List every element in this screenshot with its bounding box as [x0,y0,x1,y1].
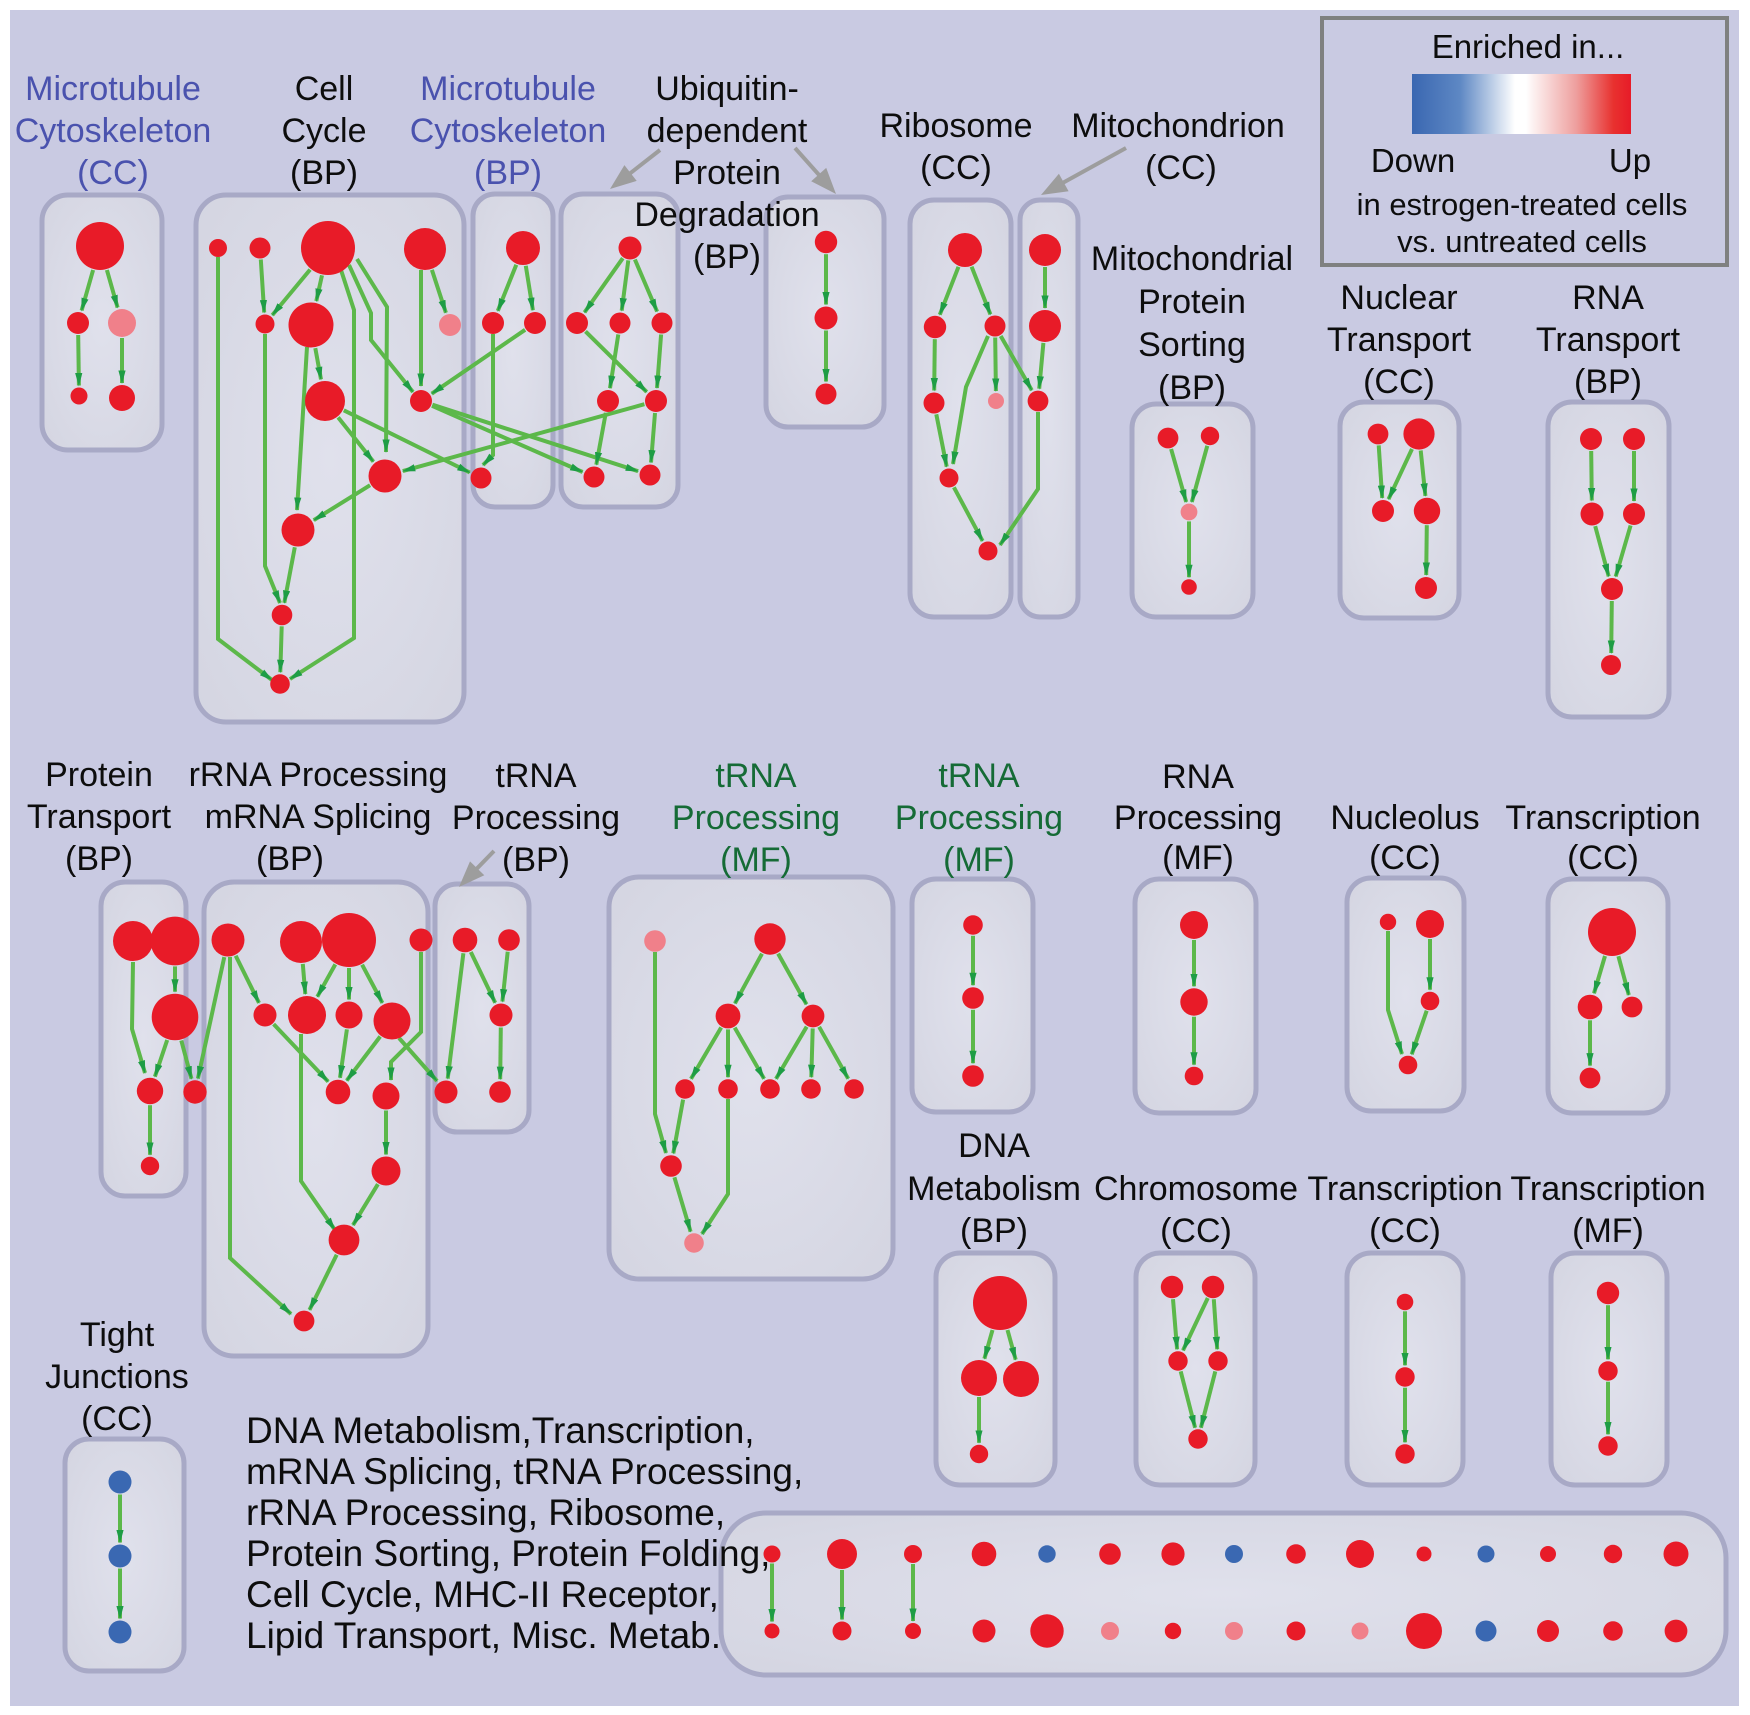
svg-text:(CC): (CC) [1363,363,1435,401]
svg-text:(MF): (MF) [1162,839,1234,877]
svg-text:(CC): (CC) [1145,149,1217,187]
svg-text:(BP): (BP) [1158,369,1226,407]
svg-text:Microtubule: Microtubule [25,70,201,108]
svg-text:Transcription: Transcription [1307,1170,1502,1208]
svg-text:(MF): (MF) [1572,1212,1644,1250]
svg-text:tRNA: tRNA [495,757,577,795]
svg-text:tRNA: tRNA [715,757,797,795]
svg-text:Junctions: Junctions [45,1358,189,1396]
svg-text:Processing: Processing [1114,799,1282,837]
svg-text:Transport: Transport [27,798,172,836]
svg-text:(CC): (CC) [1567,839,1639,877]
svg-text:Cell: Cell [295,70,354,108]
svg-text:(CC): (CC) [1369,839,1441,877]
svg-text:Lipid Transport, Misc. Metab.: Lipid Transport, Misc. Metab. [246,1615,721,1656]
svg-text:dependent: dependent [647,112,808,150]
svg-text:Processing: Processing [672,799,840,837]
svg-text:Cell Cycle, MHC-II Receptor,: Cell Cycle, MHC-II Receptor, [246,1574,719,1615]
svg-text:Protein: Protein [45,756,153,794]
svg-text:(BP): (BP) [502,841,570,879]
svg-text:(MF): (MF) [720,841,792,879]
svg-text:(MF): (MF) [943,841,1015,879]
svg-text:Cycle: Cycle [281,112,366,150]
svg-text:(BP): (BP) [474,154,542,192]
svg-text:(BP): (BP) [290,154,358,192]
svg-text:(CC): (CC) [77,154,149,192]
svg-text:(CC): (CC) [1369,1212,1441,1250]
svg-text:DNA Metabolism,Transcription,: DNA Metabolism,Transcription, [246,1410,755,1451]
svg-text:Processing: Processing [895,799,1063,837]
svg-text:Cytoskeleton: Cytoskeleton [410,112,607,150]
svg-text:mRNA Splicing: mRNA Splicing [205,798,432,836]
svg-text:Up: Up [1609,142,1651,179]
svg-text:Mitochondrial: Mitochondrial [1091,240,1293,278]
svg-text:Nucleolus: Nucleolus [1330,799,1479,837]
svg-text:(BP): (BP) [693,238,761,276]
svg-text:Degradation: Degradation [634,196,819,234]
svg-text:DNA: DNA [958,1127,1030,1165]
svg-text:(CC): (CC) [81,1400,153,1438]
svg-text:(BP): (BP) [960,1212,1028,1250]
svg-text:Transcription: Transcription [1510,1170,1705,1208]
svg-text:Microtubule: Microtubule [420,70,596,108]
svg-text:Nuclear: Nuclear [1340,279,1457,317]
svg-text:Tight: Tight [80,1316,155,1354]
svg-text:in estrogen-treated cells: in estrogen-treated cells [1357,187,1688,222]
svg-text:Sorting: Sorting [1138,326,1246,364]
svg-text:rRNA Processing, Ribosome,: rRNA Processing, Ribosome, [246,1492,725,1533]
svg-text:mRNA Splicing, tRNA Processing: mRNA Splicing, tRNA Processing, [246,1451,803,1492]
svg-text:Ribosome: Ribosome [879,107,1032,145]
svg-text:Mitochondrion: Mitochondrion [1071,107,1285,145]
svg-text:Processing: Processing [452,799,620,837]
svg-text:Cytoskeleton: Cytoskeleton [15,112,212,150]
svg-text:(CC): (CC) [920,149,992,187]
svg-text:Transcription: Transcription [1505,799,1700,837]
svg-text:RNA: RNA [1572,279,1644,317]
svg-text:(BP): (BP) [1574,363,1642,401]
svg-text:Transport: Transport [1327,321,1472,359]
svg-text:Protein: Protein [673,154,781,192]
svg-text:Down: Down [1371,142,1455,179]
svg-text:(CC): (CC) [1160,1212,1232,1250]
svg-text:Ubiquitin-: Ubiquitin- [655,70,799,108]
svg-text:(BP): (BP) [65,840,133,878]
svg-text:Transport: Transport [1536,321,1681,359]
svg-text:RNA: RNA [1162,758,1234,796]
svg-text:vs. untreated cells: vs. untreated cells [1397,224,1647,259]
svg-text:Metabolism: Metabolism [907,1170,1081,1208]
svg-text:(BP): (BP) [256,840,324,878]
svg-text:Protein Sorting, Protein Foldi: Protein Sorting, Protein Folding, [246,1533,770,1574]
svg-text:Chromosome: Chromosome [1094,1170,1298,1208]
svg-text:Enriched in...: Enriched in... [1432,28,1625,65]
svg-text:tRNA: tRNA [938,757,1020,795]
svg-text:Protein: Protein [1138,283,1246,321]
svg-text:rRNA Processing: rRNA Processing [189,756,448,794]
